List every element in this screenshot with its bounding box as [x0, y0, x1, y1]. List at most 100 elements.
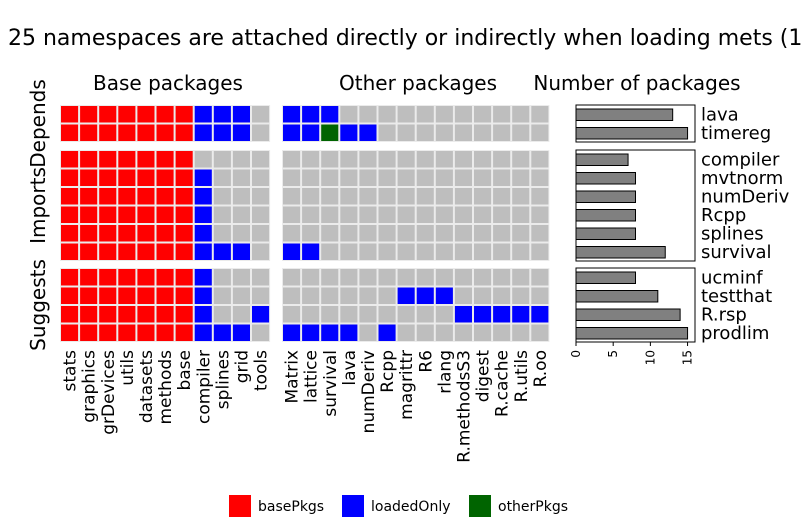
- cell-timereg-methods: [156, 124, 174, 141]
- bar-lava: [575, 108, 674, 121]
- cell-splines-compiler: [194, 225, 212, 242]
- cell-numDeriv-graphics: [80, 188, 98, 205]
- cell-lava-Matrix: [283, 106, 301, 123]
- cell-R.rsp-Matrix: [283, 306, 301, 323]
- cell-splines-R.oo: [531, 225, 549, 242]
- cell-mvtnorm-stats: [61, 169, 79, 186]
- cell-timereg-grid: [232, 124, 250, 141]
- cell-Rcpp-R.utils: [512, 206, 530, 223]
- cell-lava-R.oo: [531, 106, 549, 123]
- cell-survival-stats: [61, 243, 79, 260]
- cell-Rcpp-compiler: [194, 206, 212, 223]
- row-label-prodlim: prodlim: [701, 323, 769, 344]
- group-label-suggests: Suggests: [26, 259, 50, 351]
- cell-compiler-grid: [232, 151, 250, 168]
- col-label-digest: digest: [474, 350, 494, 403]
- col-label-methods: methods: [156, 350, 176, 425]
- col-label-graphics: graphics: [80, 350, 100, 423]
- cell-testthat-tools: [252, 287, 270, 304]
- cell-survival-R.cache: [493, 243, 511, 260]
- cell-lava-Rcpp: [378, 106, 396, 123]
- cell-R.rsp-stats: [61, 306, 79, 323]
- cell-splines-survival: [321, 225, 339, 242]
- col-label-grid: grid: [232, 350, 252, 383]
- cell-lava-rlang: [435, 106, 453, 123]
- cell-compiler-stats: [61, 151, 79, 168]
- panel-title-other: Other packages: [339, 71, 497, 95]
- x-tick-label-15: 15: [681, 350, 695, 365]
- cell-Rcpp-grid: [232, 206, 250, 223]
- cell-survival-Rcpp: [378, 243, 396, 260]
- cell-lava-magrittr: [397, 106, 415, 123]
- cell-mvtnorm-digest: [474, 169, 492, 186]
- cell-lava-datasets: [137, 106, 155, 123]
- x-tick-label-10: 10: [643, 350, 657, 365]
- cell-R.rsp-utils: [118, 306, 136, 323]
- cell-prodlim-R.utils: [512, 324, 530, 341]
- cell-R.rsp-lava: [340, 306, 358, 323]
- cell-prodlim-tools: [252, 324, 270, 341]
- panel-title-count: Number of packages: [533, 71, 740, 95]
- cell-timereg-base: [175, 124, 193, 141]
- col-label-rlang: rlang: [435, 350, 455, 394]
- cell-lava-grid: [232, 106, 250, 123]
- cell-survival-tools: [252, 243, 270, 260]
- cell-numDeriv-digest: [474, 188, 492, 205]
- cell-prodlim-Matrix: [283, 324, 301, 341]
- cell-splines-numDeriv: [359, 225, 377, 242]
- cell-survival-methods: [156, 243, 174, 260]
- cell-survival-magrittr: [397, 243, 415, 260]
- cell-Rcpp-survival: [321, 206, 339, 223]
- cell-compiler-methods: [156, 151, 174, 168]
- cell-splines-base: [175, 225, 193, 242]
- cell-splines-grid: [232, 225, 250, 242]
- cell-testthat-compiler: [194, 287, 212, 304]
- cell-R.rsp-methods: [156, 306, 174, 323]
- cell-lava-splines: [213, 106, 231, 123]
- row-label-mvtnorm: mvtnorm: [701, 168, 783, 189]
- cell-compiler-base: [175, 151, 193, 168]
- cell-R.rsp-datasets: [137, 306, 155, 323]
- cell-mvtnorm-lattice: [302, 169, 320, 186]
- cell-R.rsp-base: [175, 306, 193, 323]
- cell-numDeriv-R.utils: [512, 188, 530, 205]
- cell-numDeriv-Rcpp: [378, 188, 396, 205]
- cell-Rcpp-Matrix: [283, 206, 301, 223]
- cell-testthat-methods: [156, 287, 174, 304]
- cell-testthat-R.cache: [493, 287, 511, 304]
- cell-numDeriv-utils: [118, 188, 136, 205]
- cell-survival-grid: [232, 243, 250, 260]
- cell-Rcpp-R6: [416, 206, 434, 223]
- cell-prodlim-splines: [213, 324, 231, 341]
- cell-splines-grDevices: [99, 225, 117, 242]
- legend: basePkgs loadedOnly otherPkgs: [229, 495, 568, 517]
- cell-numDeriv-lava: [340, 188, 358, 205]
- cell-splines-R6: [416, 225, 434, 242]
- cell-ucminf-R.cache: [493, 269, 511, 286]
- cell-numDeriv-R.oo: [531, 188, 549, 205]
- cell-Rcpp-lattice: [302, 206, 320, 223]
- cell-prodlim-compiler: [194, 324, 212, 341]
- cell-timereg-graphics: [80, 124, 98, 141]
- cell-numDeriv-R.cache: [493, 188, 511, 205]
- base-packages-grid: [60, 105, 271, 342]
- cell-timereg-stats: [61, 124, 79, 141]
- cell-mvtnorm-R6: [416, 169, 434, 186]
- cell-ucminf-base: [175, 269, 193, 286]
- cell-mvtnorm-magrittr: [397, 169, 415, 186]
- cell-numDeriv-survival: [321, 188, 339, 205]
- bar-testthat: [575, 290, 659, 303]
- cell-testthat-datasets: [137, 287, 155, 304]
- cell-compiler-rlang: [435, 151, 453, 168]
- cell-prodlim-lattice: [302, 324, 320, 341]
- cell-mvtnorm-datasets: [137, 169, 155, 186]
- col-label-grDevices: grDevices: [99, 350, 119, 435]
- cell-prodlim-datasets: [137, 324, 155, 341]
- cell-lava-graphics: [80, 106, 98, 123]
- cell-testthat-lattice: [302, 287, 320, 304]
- col-label-magrittr: magrittr: [397, 350, 417, 420]
- cell-lava-base: [175, 106, 193, 123]
- cell-Rcpp-numDeriv: [359, 206, 377, 223]
- cell-numDeriv-R6: [416, 188, 434, 205]
